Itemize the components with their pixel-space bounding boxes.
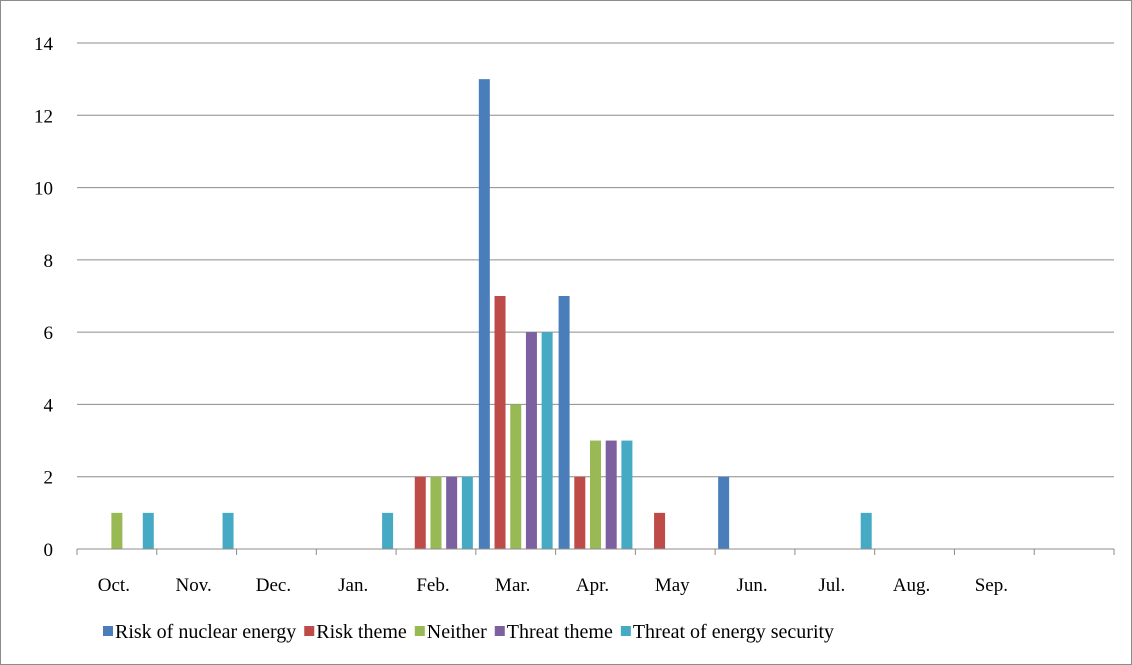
legend-swatch [103,626,113,636]
bar-risk-of-nuclear-energy [558,296,570,549]
y-tick-label: 0 [44,540,54,561]
bar-risk-theme [574,476,586,549]
legend-label: Risk of nuclear energy [115,621,296,643]
bar-threat-of-energy-security [621,440,633,549]
x-tick-label: Jul. [818,575,845,596]
bar-neither [510,404,522,549]
x-tick-label: Feb. [416,575,449,596]
x-axis [76,548,1115,555]
legend-label: Threat of energy security [633,621,834,643]
bar-threat-theme [446,476,458,549]
bar-threat-theme [525,332,537,549]
legend-item: Risk theme [304,621,407,643]
x-tick-label: Apr. [576,575,609,596]
y-axis-ticks: 0 2 4 6 8 10 12 14 [34,34,54,561]
bar-risk-theme [654,512,666,549]
bars [111,79,872,550]
legend: Risk of nuclear energy Risk theme Neither T… [103,621,834,643]
bar-threat-of-energy-security [222,512,234,549]
legend-swatch [414,626,425,636]
legend-swatch [494,626,505,636]
bar-threat-theme [605,440,617,549]
bar-risk-of-nuclear-energy [478,79,490,550]
bar-threat-of-energy-security [860,512,872,549]
y-tick-label: 4 [44,395,54,416]
x-tick-label: Oct. [98,575,130,596]
gridlines [77,42,1114,478]
legend-swatch [304,626,315,636]
legend-label: Neither [427,621,487,643]
bar-risk-of-nuclear-energy [718,476,730,549]
legend-item: Neither [414,621,487,643]
x-tick-label: Jan. [338,575,368,596]
bar-threat-of-energy-security [382,512,394,549]
bar-neither [111,512,123,549]
legend-item: Threat of energy security [620,621,834,643]
bar-risk-theme [494,296,506,549]
legend-label: Threat theme [507,621,613,643]
x-tick-label: May [655,575,690,596]
bar-neither [430,476,442,549]
bar-neither [590,440,601,549]
legend-item: Threat theme [494,621,613,643]
legend-item: Risk of nuclear energy [103,621,296,643]
bar-threat-of-energy-security [541,332,553,549]
y-tick-label: 6 [44,323,54,344]
x-tick-label: Dec. [256,575,291,596]
y-tick-label: 8 [44,251,54,272]
x-axis-labels: Oct. Nov. Dec. Jan. Feb. Mar. Apr. May Jun. Jul. A… [98,575,1008,596]
x-tick-label: Sep. [975,575,1008,596]
x-tick-label: Nov. [176,575,212,596]
x-tick-label: Mar. [495,575,530,596]
bar-threat-of-energy-security [142,512,154,549]
bar-threat-of-energy-security [461,476,473,549]
legend-swatch [620,626,631,636]
x-tick-label: Aug. [893,575,930,596]
legend-label: Risk theme [316,621,407,643]
y-tick-label: 2 [44,468,54,489]
y-tick-label: 12 [34,106,53,127]
y-tick-label: 10 [34,179,53,200]
y-tick-label: 14 [34,34,54,55]
x-tick-label: Jun. [736,575,767,596]
bar-risk-theme [414,476,426,549]
